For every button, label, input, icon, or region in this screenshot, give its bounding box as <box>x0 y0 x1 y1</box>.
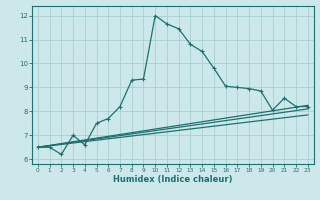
X-axis label: Humidex (Indice chaleur): Humidex (Indice chaleur) <box>113 175 233 184</box>
